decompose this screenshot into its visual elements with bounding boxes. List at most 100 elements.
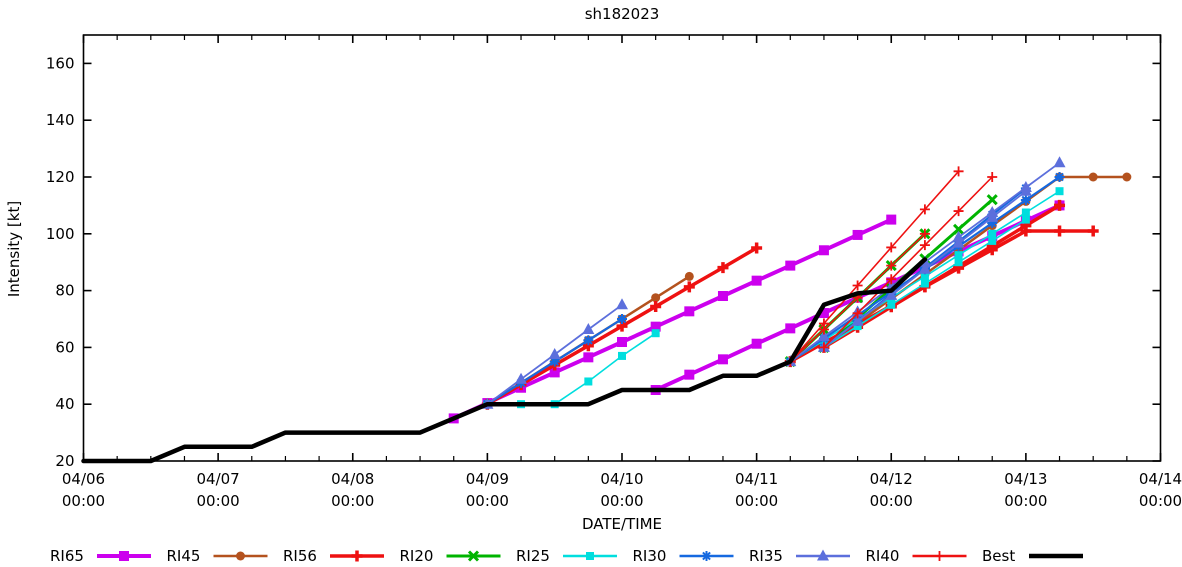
legend-label: Best (982, 547, 1015, 565)
marker-square (852, 229, 863, 240)
marker-square (988, 236, 997, 245)
marker-square (751, 275, 762, 286)
legend-label: RI40 (866, 547, 900, 565)
marker-plus (351, 550, 363, 562)
marker-circle (1088, 172, 1098, 182)
marker-plus (953, 166, 964, 177)
marker-square (818, 308, 829, 319)
marker-square (954, 258, 963, 267)
marker-triangle (616, 298, 628, 310)
marker-square (920, 272, 929, 281)
marker-square (549, 367, 560, 378)
marker-plus (852, 280, 863, 291)
legend-item-RI45: RI45 (167, 547, 268, 565)
series-line (789, 170, 960, 363)
marker-plus (717, 262, 729, 274)
legend-label: RI45 (167, 547, 201, 565)
marker-plus (886, 260, 897, 271)
x-tick-label-date: 04/13 (1004, 470, 1047, 488)
marker-plus (818, 324, 829, 335)
marker-square (119, 551, 129, 561)
legend-item-RI30: RI30 (633, 547, 734, 565)
marker-square (650, 321, 661, 332)
series-line (81, 257, 928, 464)
marker-plus (953, 206, 964, 217)
legend-item-RI40: RI40 (866, 547, 967, 565)
marker-plus (1087, 225, 1099, 237)
marker-star (701, 551, 712, 561)
x-tick-label-date: 04/06 (62, 470, 105, 488)
series-group (81, 156, 1132, 464)
marker-square (717, 354, 728, 365)
marker-square (584, 377, 593, 386)
x-axis-label: DATE/TIME (582, 515, 662, 533)
marker-triangle (1019, 184, 1032, 196)
series-line (822, 175, 1129, 349)
marker-triangle (986, 210, 999, 222)
marker-circle (684, 271, 694, 281)
marker-square (920, 279, 929, 288)
marker-triangle (952, 236, 965, 248)
marker-square (853, 322, 862, 331)
chart-title: sh182023 (585, 5, 660, 23)
marker-star (549, 356, 560, 367)
series-Best-1 (81, 257, 928, 464)
y-tick-label: 100 (46, 225, 75, 243)
marker-circle (236, 551, 245, 561)
x-tick-label-time: 00:00 (600, 492, 643, 510)
legend-label: RI35 (749, 547, 783, 565)
y-tick-label: 20 (55, 452, 74, 470)
marker-square (1021, 215, 1030, 224)
x-tick-label-time: 00:00 (1139, 492, 1182, 510)
x-tick-label-date: 04/11 (735, 470, 778, 488)
marker-square (954, 251, 963, 260)
x-tick-label-time: 00:00 (870, 492, 913, 510)
marker-square (651, 329, 660, 338)
marker-xcross (953, 223, 965, 235)
legend-label: RI25 (516, 547, 550, 565)
x-tick-label-date: 04/09 (466, 470, 509, 488)
marker-triangle (1053, 156, 1066, 168)
y-tick-label: 60 (55, 338, 74, 356)
marker-triangle (918, 262, 931, 274)
x-tick-label-time: 00:00 (331, 492, 374, 510)
marker-plus (818, 342, 829, 353)
marker-star (583, 335, 594, 346)
marker-plus (919, 228, 930, 239)
series-line (823, 176, 994, 349)
marker-star (1054, 172, 1065, 182)
y-tick-label: 140 (46, 111, 75, 129)
marker-square (818, 245, 829, 256)
y-tick-label: 160 (46, 54, 75, 72)
y-tick-label: 40 (55, 395, 74, 413)
legend-item-RI20: RI20 (400, 547, 501, 565)
marker-circle (1122, 172, 1132, 182)
marker-triangle (515, 372, 528, 384)
marker-square (617, 337, 627, 348)
marker-xcross (986, 194, 998, 206)
series-RI35-1 (481, 298, 628, 409)
marker-xcross (467, 550, 480, 562)
legend-label: RI30 (633, 547, 667, 565)
marker-plus (1054, 199, 1066, 211)
marker-triangle (817, 549, 829, 561)
series-RI45-2 (819, 172, 1132, 352)
marker-plus (751, 242, 763, 254)
legend-label: RI20 (400, 547, 434, 565)
marker-square (751, 338, 762, 349)
marker-square (583, 352, 594, 363)
marker-square (586, 552, 594, 560)
marker-star (1020, 195, 1031, 206)
x-tick-label-time: 00:00 (466, 492, 509, 510)
plot-border (82, 34, 1162, 462)
x-tick-label-date: 04/14 (1139, 470, 1182, 488)
marker-triangle (582, 323, 595, 335)
marker-plus (852, 308, 863, 319)
marker-triangle (851, 314, 864, 326)
marker-plus (1054, 225, 1066, 237)
x-tick-label-time: 00:00 (735, 492, 778, 510)
marker-square (785, 260, 796, 271)
x-tick-label-time: 00:00 (197, 492, 240, 510)
